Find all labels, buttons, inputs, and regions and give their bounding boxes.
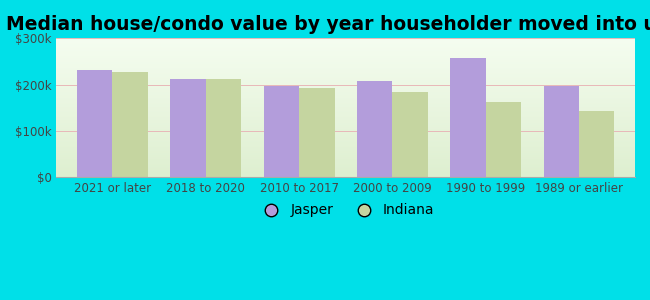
Bar bbox=[579, 111, 614, 177]
Bar bbox=[170, 79, 206, 177]
Bar bbox=[77, 70, 112, 177]
Bar bbox=[393, 92, 428, 177]
Bar bbox=[543, 86, 579, 177]
Bar bbox=[450, 58, 486, 177]
Bar bbox=[206, 79, 241, 177]
Title: Median house/condo value by year householder moved into unit: Median house/condo value by year househo… bbox=[6, 15, 650, 34]
Legend: Jasper, Indiana: Jasper, Indiana bbox=[252, 198, 440, 223]
Bar bbox=[264, 86, 299, 177]
Bar bbox=[486, 102, 521, 177]
Bar bbox=[357, 81, 393, 177]
Bar bbox=[299, 88, 335, 177]
Bar bbox=[112, 72, 148, 177]
